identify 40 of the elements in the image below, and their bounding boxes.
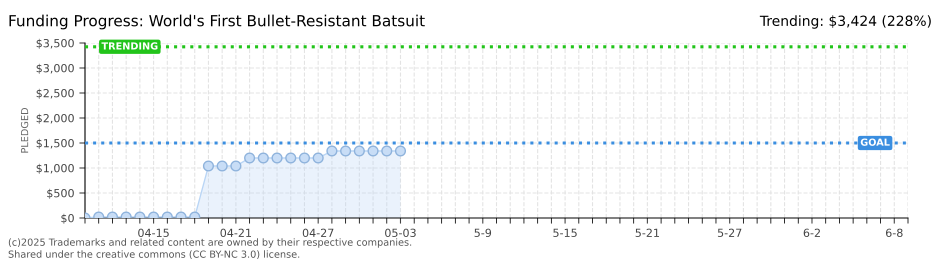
y-tick-label: $500 xyxy=(47,188,74,199)
x-tick-label: 5-9 xyxy=(474,228,492,238)
x-tick-label: 04-27 xyxy=(302,228,334,238)
x-tick-label: 5-27 xyxy=(718,228,742,238)
point xyxy=(381,145,392,157)
x-tick-label: 5-21 xyxy=(636,228,659,238)
x-tick-label: 6-8 xyxy=(886,228,903,238)
y-tick-label: $1,000 xyxy=(36,164,74,174)
x-tick-label: 5-15 xyxy=(553,228,577,238)
point xyxy=(216,160,228,172)
y-tick-label: $1,500 xyxy=(36,138,74,149)
point xyxy=(340,145,352,157)
point xyxy=(244,152,256,164)
text: (c)2025 Trademarks and related content are owned by their respective companies. xyxy=(8,238,412,248)
y-tick-label: $0 xyxy=(61,214,74,224)
x-tick-label: 6-2 xyxy=(804,228,820,238)
x-tick-label: 04-15 xyxy=(138,228,169,238)
point xyxy=(271,152,283,164)
point xyxy=(285,152,296,164)
y-tick-label: $2,500 xyxy=(36,88,74,99)
y-tick-label: $3,500 xyxy=(36,38,74,49)
x-tick-label: 05-03 xyxy=(385,228,416,238)
point xyxy=(258,152,269,164)
y-axis-title: PLEDGED xyxy=(20,108,28,153)
point xyxy=(326,145,338,157)
point xyxy=(202,160,214,172)
y-tick-label: $3,000 xyxy=(36,64,74,74)
x-tick-label: 04-21 xyxy=(220,228,251,238)
point xyxy=(367,145,379,157)
text: Trending: $3,424 (228%) xyxy=(760,15,931,29)
y-tick-label: $2,000 xyxy=(36,114,74,124)
ref-line-label: GOAL xyxy=(860,138,890,146)
ref-line-label: TRENDING xyxy=(102,42,158,50)
point xyxy=(230,160,242,172)
point xyxy=(354,145,365,157)
point xyxy=(298,152,310,164)
chart-title: Funding Progress: World's First Bullet-Resistant Batsuit xyxy=(10,14,425,30)
point xyxy=(394,145,406,157)
point xyxy=(312,152,324,164)
text: Shared under the creative commons (CC BY-NC 3.0) license. xyxy=(8,250,300,259)
